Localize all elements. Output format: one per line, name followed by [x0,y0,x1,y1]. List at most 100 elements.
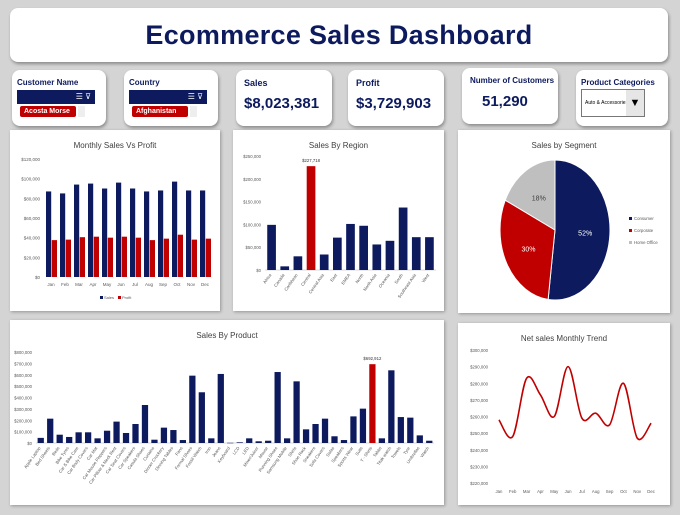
triangle-down-icon[interactable]: ▼ [626,90,644,116]
x-tick-label: Watch [419,445,430,458]
x-tick-label: May [550,489,559,494]
slicer-scrollbar[interactable] [190,106,197,117]
x-tick-label: Feb [509,489,517,494]
legend-marker [629,217,632,220]
x-tick-label: EMEA [340,273,351,286]
y-tick-label: $270,000 [470,398,489,403]
bar-profit [51,240,57,277]
sales-value: $8,023,381 [244,95,320,112]
y-tick-label: $50,000 [245,245,261,250]
bar [283,438,291,443]
bar [255,441,262,443]
multi-select-icon[interactable]: ☰ [75,92,83,101]
profit-kpi-card: Profit $3,729,903 [348,70,444,126]
dropdown-value: Auto & Accessories [585,100,629,106]
bar [274,372,281,443]
slicer-label: Country [129,78,160,87]
data-label: $692,912 [363,356,382,361]
slicer-item-selected[interactable]: Afghanistan [132,106,188,117]
bar [425,237,434,270]
pie-data-label: 18% [532,195,546,202]
bar [411,237,421,270]
x-tick-label: LCD [232,446,241,456]
product-categories-dropdown[interactable]: Auto & Accessories ▼ [581,89,645,117]
y-tick-label: $220,000 [470,481,489,486]
y-tick-label: $20,000 [24,255,41,260]
x-tick-label: Beds [51,446,61,457]
y-tick-label: $200,000 [14,418,33,423]
bar [369,364,376,443]
bar [141,405,149,443]
slicer-header: ☰ ⊽ [129,90,207,104]
bar [122,432,130,443]
bar-sales [144,191,150,277]
legend-marker [629,241,632,244]
sales-kpi-card: Sales $8,023,381 [236,70,332,126]
x-tick-label: West [421,272,431,283]
bar [333,237,342,270]
x-tick-label: Tablet [372,445,383,458]
clear-filter-icon[interactable]: ⊽ [197,92,203,101]
pie-slice-home-office [504,159,556,231]
clear-filter-icon[interactable]: ⊽ [85,92,91,101]
bar [372,244,382,270]
x-tick-label: Jan [495,489,503,494]
net-sales-trend-chart: Net sales Monthly Trend $220,000 $230,000 $… [458,323,670,505]
slicer-item-selected[interactable]: Acosta Morse [20,106,76,117]
y-tick-label: $200,000 [243,177,262,182]
x-tick-label: May [103,282,112,287]
y-tick-label: $700,000 [14,361,33,366]
legend-label: Profit [122,295,132,300]
x-tick-label: Mar [75,282,83,287]
y-tick-label: $250,000 [470,431,489,436]
bar [75,432,82,443]
x-tick-label: Tyre [402,445,411,455]
bar [265,440,272,443]
bar-sales [158,190,164,277]
y-tick-label: $290,000 [470,365,489,370]
bar-sales [46,191,52,277]
legend-label: Corporate [634,228,654,233]
bar [113,421,120,443]
multi-select-icon[interactable]: ☰ [187,92,195,101]
slicer-scrollbar[interactable] [78,106,85,117]
bar [151,439,158,443]
x-tick-label: Jeans [211,446,222,458]
y-tick-label: $120,000 [21,157,40,162]
bar [56,434,63,443]
x-tick-label: Suits [354,446,364,457]
bar [208,438,215,443]
y-tick-label: $40,000 [24,236,41,241]
x-tick-label: Mouse [257,445,269,459]
bar [84,432,92,443]
x-tick-label: Iron [204,445,213,454]
x-tick-label: Caribbean [283,272,299,292]
bar [346,223,355,270]
x-tick-label: Sep [159,282,168,287]
x-tick-label: Aug [592,489,600,494]
monthly-sales-profit-chart: Monthly Sales Vs Profit $0 $20,000 $40,000 $… [10,130,220,311]
x-tick-label: East [329,272,338,283]
bar [246,438,253,443]
legend-label: Sales [104,295,114,300]
x-tick-label: Towels [390,446,402,460]
product-categories-label: Product Categories [581,78,655,87]
y-tick-label: $400,000 [14,396,33,401]
x-tick-label: Oceania [377,272,391,288]
bar [103,430,111,443]
bar [302,429,310,443]
x-tick-label: Sep [606,489,614,494]
sales-by-region-chart: Sales By Region $0 $50,000 $100,000 $150,000… [233,130,444,311]
bar-profit [135,237,141,277]
y-tick-label: $500,000 [14,384,33,389]
x-tick-label: Feb [61,282,69,287]
y-tick-label: $0 [256,268,261,273]
bar [398,207,408,270]
x-tick-label: Jan [47,282,55,287]
x-tick-label: North [354,272,364,284]
product-categories-card: Product Categories Auto & Accessories ▼ [576,70,668,126]
country-slicer: Country ☰ ⊽ Afghanistan [124,70,218,126]
y-tick-label: $60,000 [24,216,41,221]
bar [189,375,196,443]
x-tick-label: Jun [117,282,125,287]
